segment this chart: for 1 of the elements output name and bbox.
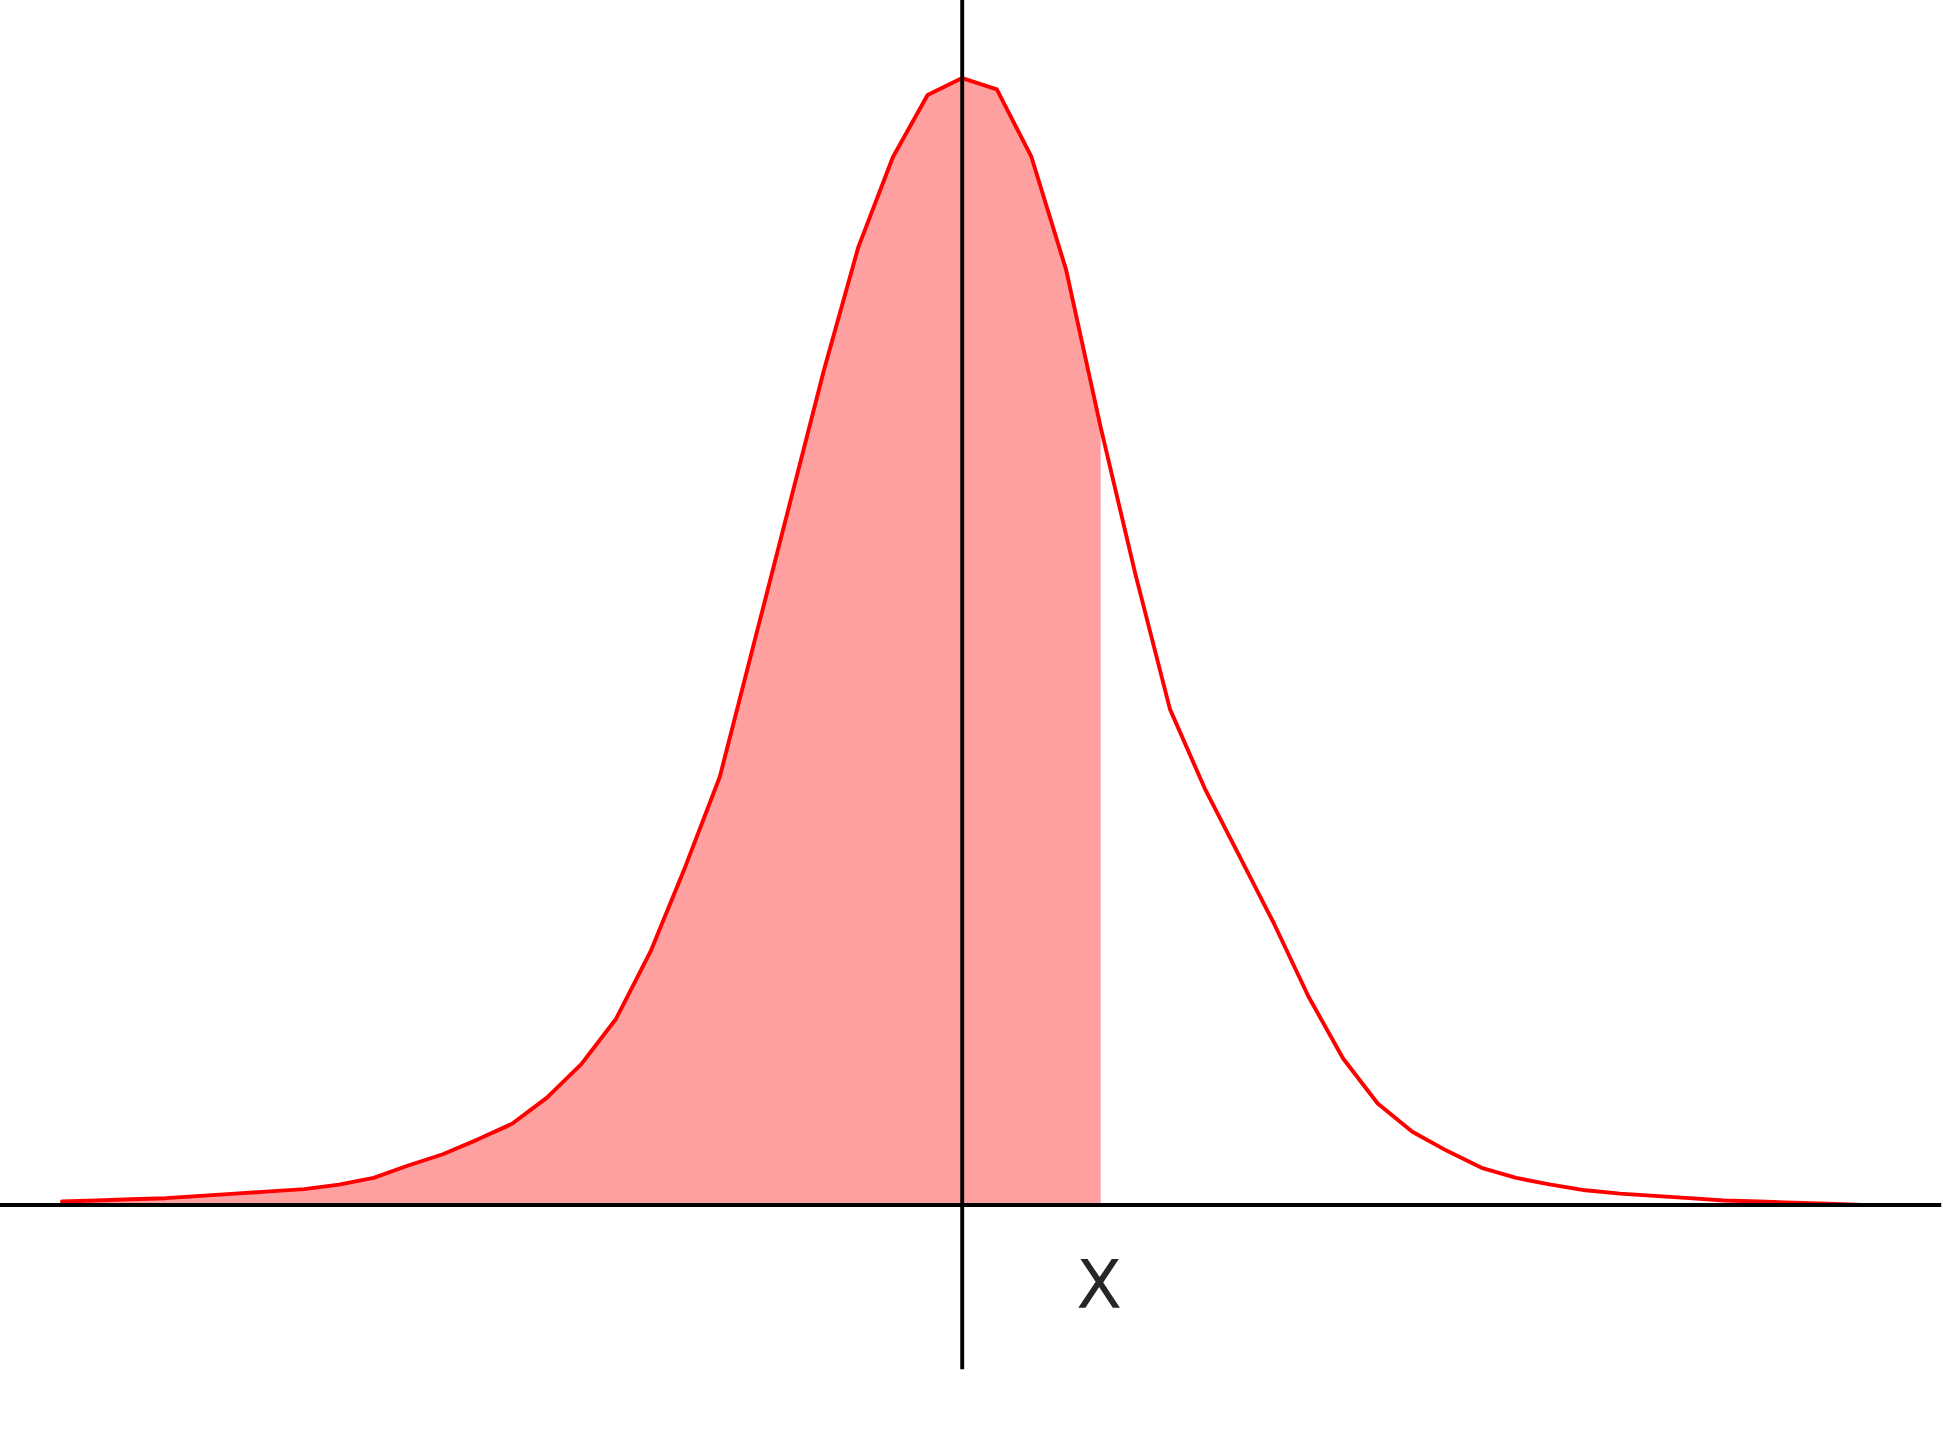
text: X [1078, 1259, 1120, 1308]
